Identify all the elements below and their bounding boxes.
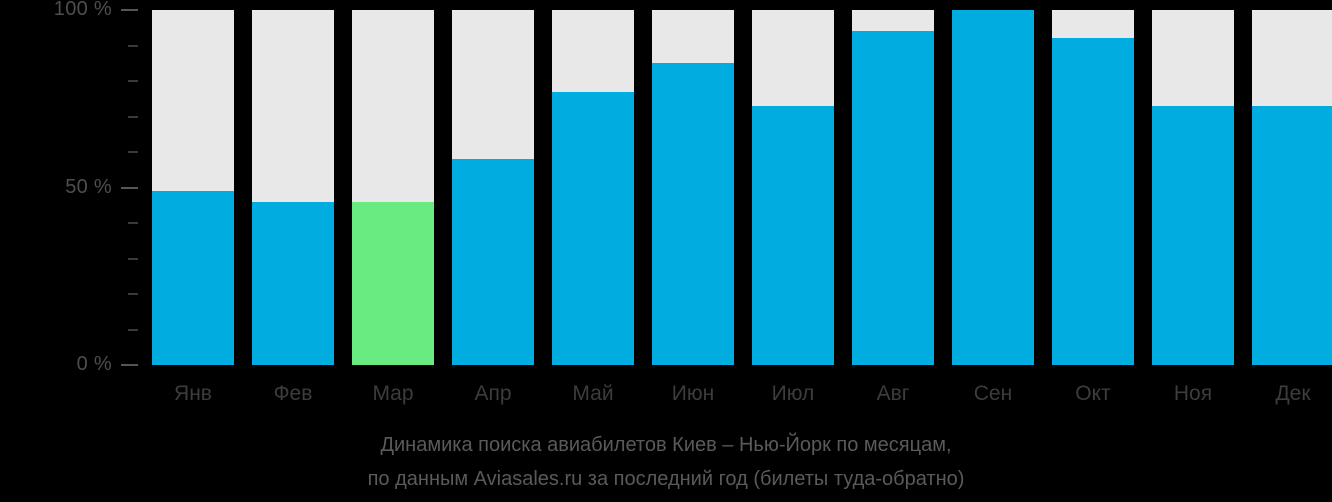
y-axis-minor-tick	[128, 222, 138, 224]
y-axis-minor-tick	[128, 115, 138, 118]
bar-column[interactable]	[552, 10, 634, 365]
y-axis-label: 100 %	[53, 0, 112, 20]
y-axis-minor-tick	[128, 151, 138, 153]
bar-value[interactable]	[752, 105, 834, 365]
y-axis-minor-tick	[128, 328, 138, 331]
chart-caption: Динамика поиска авиабилетов Киев – Нью-Й…	[0, 428, 1332, 496]
bar-column[interactable]	[852, 10, 934, 365]
bar-column[interactable]	[1152, 10, 1234, 365]
bar-value[interactable]	[252, 201, 334, 365]
bar-column[interactable]	[652, 10, 734, 365]
x-axis-label: Янв	[174, 382, 212, 405]
x-axis-label: Апр	[474, 382, 512, 405]
bar-value[interactable]	[352, 201, 434, 365]
x-axis-label: Окт	[1075, 382, 1111, 405]
bar-column[interactable]	[1252, 10, 1332, 365]
y-axis-label: 0 %	[76, 353, 112, 375]
bar-column[interactable]	[452, 10, 534, 365]
y-axis-minor-tick	[128, 44, 138, 47]
x-axis-label: Сен	[973, 382, 1013, 405]
bar-value[interactable]	[952, 10, 1034, 365]
bar-value[interactable]	[852, 31, 934, 365]
x-axis-label: Мар	[372, 382, 414, 405]
y-axis-tick-mark	[121, 9, 138, 11]
bar-column[interactable]	[352, 10, 434, 365]
y-axis-tick-mark	[121, 364, 138, 366]
plot-area	[152, 10, 1332, 365]
bar-value[interactable]	[1052, 38, 1134, 365]
bar-value[interactable]	[1152, 105, 1234, 365]
bar-column[interactable]	[152, 10, 234, 365]
bar-column[interactable]	[1052, 10, 1134, 365]
y-axis-minor-tick	[128, 80, 138, 82]
x-axis-label: Июл	[771, 382, 815, 405]
x-axis-label: Июн	[671, 382, 715, 405]
bar-value[interactable]	[552, 91, 634, 365]
caption-line-2: по данным Aviasales.ru за последний год …	[367, 468, 965, 490]
x-axis-label: Авг	[876, 382, 910, 405]
bar-value[interactable]	[452, 159, 534, 365]
y-axis-minor-tick	[128, 257, 138, 260]
x-axis-label: Фев	[273, 382, 313, 405]
y-axis-tick-mark	[121, 186, 138, 189]
bar-column[interactable]	[952, 10, 1034, 365]
bar-column[interactable]	[252, 10, 334, 365]
bar-value[interactable]	[652, 63, 734, 365]
x-axis-label: Ноя	[1173, 382, 1213, 405]
caption-line-1: Динамика поиска авиабилетов Киев – Нью-Й…	[380, 434, 952, 456]
bar-column[interactable]	[752, 10, 834, 365]
y-axis: 0 % 50 % 100 %	[0, 0, 152, 502]
x-axis: Янв Фев Мар Апр Май Июн Июл Авг Сен Окт Ноя Дек	[152, 379, 1332, 415]
y-axis-label: 50 %	[65, 175, 112, 198]
bar-value[interactable]	[152, 191, 234, 365]
x-axis-label: Дек	[1275, 382, 1311, 405]
bar-value[interactable]	[1252, 105, 1332, 365]
y-axis-minor-tick	[128, 293, 138, 295]
x-axis-label: Май	[572, 382, 614, 405]
